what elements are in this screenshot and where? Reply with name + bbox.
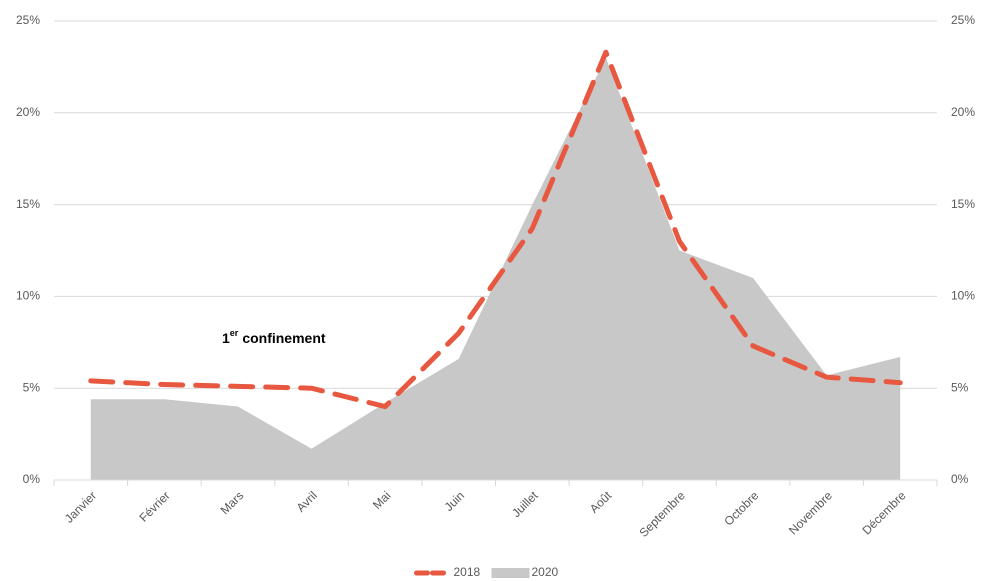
annotation-base: 1 bbox=[222, 330, 230, 346]
x-tick-label: Octobre bbox=[721, 488, 761, 528]
x-tick-label: Février bbox=[136, 488, 172, 524]
y-tick-label: 0% bbox=[23, 472, 41, 486]
y-tick-label: 5% bbox=[23, 380, 41, 394]
x-tick-label: Décembre bbox=[860, 488, 909, 537]
y-tick-label: 10% bbox=[16, 289, 40, 303]
x-tick-label: Janvier bbox=[62, 488, 99, 525]
x-tick-label: Août bbox=[587, 488, 615, 516]
y2-tick-label: 15% bbox=[951, 197, 975, 211]
x-tick-label: Juin bbox=[442, 488, 467, 513]
x-tick-label: Novembre bbox=[786, 488, 835, 537]
y2-tick-label: 5% bbox=[951, 380, 969, 394]
annotation: 1er confinement bbox=[222, 328, 326, 345]
x-tick-label: Septembre bbox=[636, 488, 688, 540]
annotation-text: confinement bbox=[242, 330, 326, 346]
y2-tick-label: 10% bbox=[951, 289, 975, 303]
line bbox=[88, 49, 903, 410]
area bbox=[90, 57, 901, 480]
y-tick-label: 20% bbox=[16, 105, 40, 119]
legend-label: 2020 bbox=[532, 565, 559, 579]
legend-swatch bbox=[491, 568, 530, 578]
y2-tick-label: 0% bbox=[951, 472, 969, 486]
x-tick-label: Avril bbox=[294, 488, 320, 514]
y-tick-label: 25% bbox=[16, 13, 40, 27]
y2-tick-label: 20% bbox=[951, 105, 975, 119]
y-tick-label: 15% bbox=[16, 197, 40, 211]
x-tick-label: Juillet bbox=[509, 488, 541, 520]
annotation-superscript: er bbox=[230, 328, 239, 338]
x-tick-label: Mars bbox=[218, 488, 247, 517]
y2-tick-label: 25% bbox=[951, 13, 975, 27]
legend-label: 2018 bbox=[454, 565, 481, 579]
x-tick-label: Mai bbox=[370, 488, 394, 512]
